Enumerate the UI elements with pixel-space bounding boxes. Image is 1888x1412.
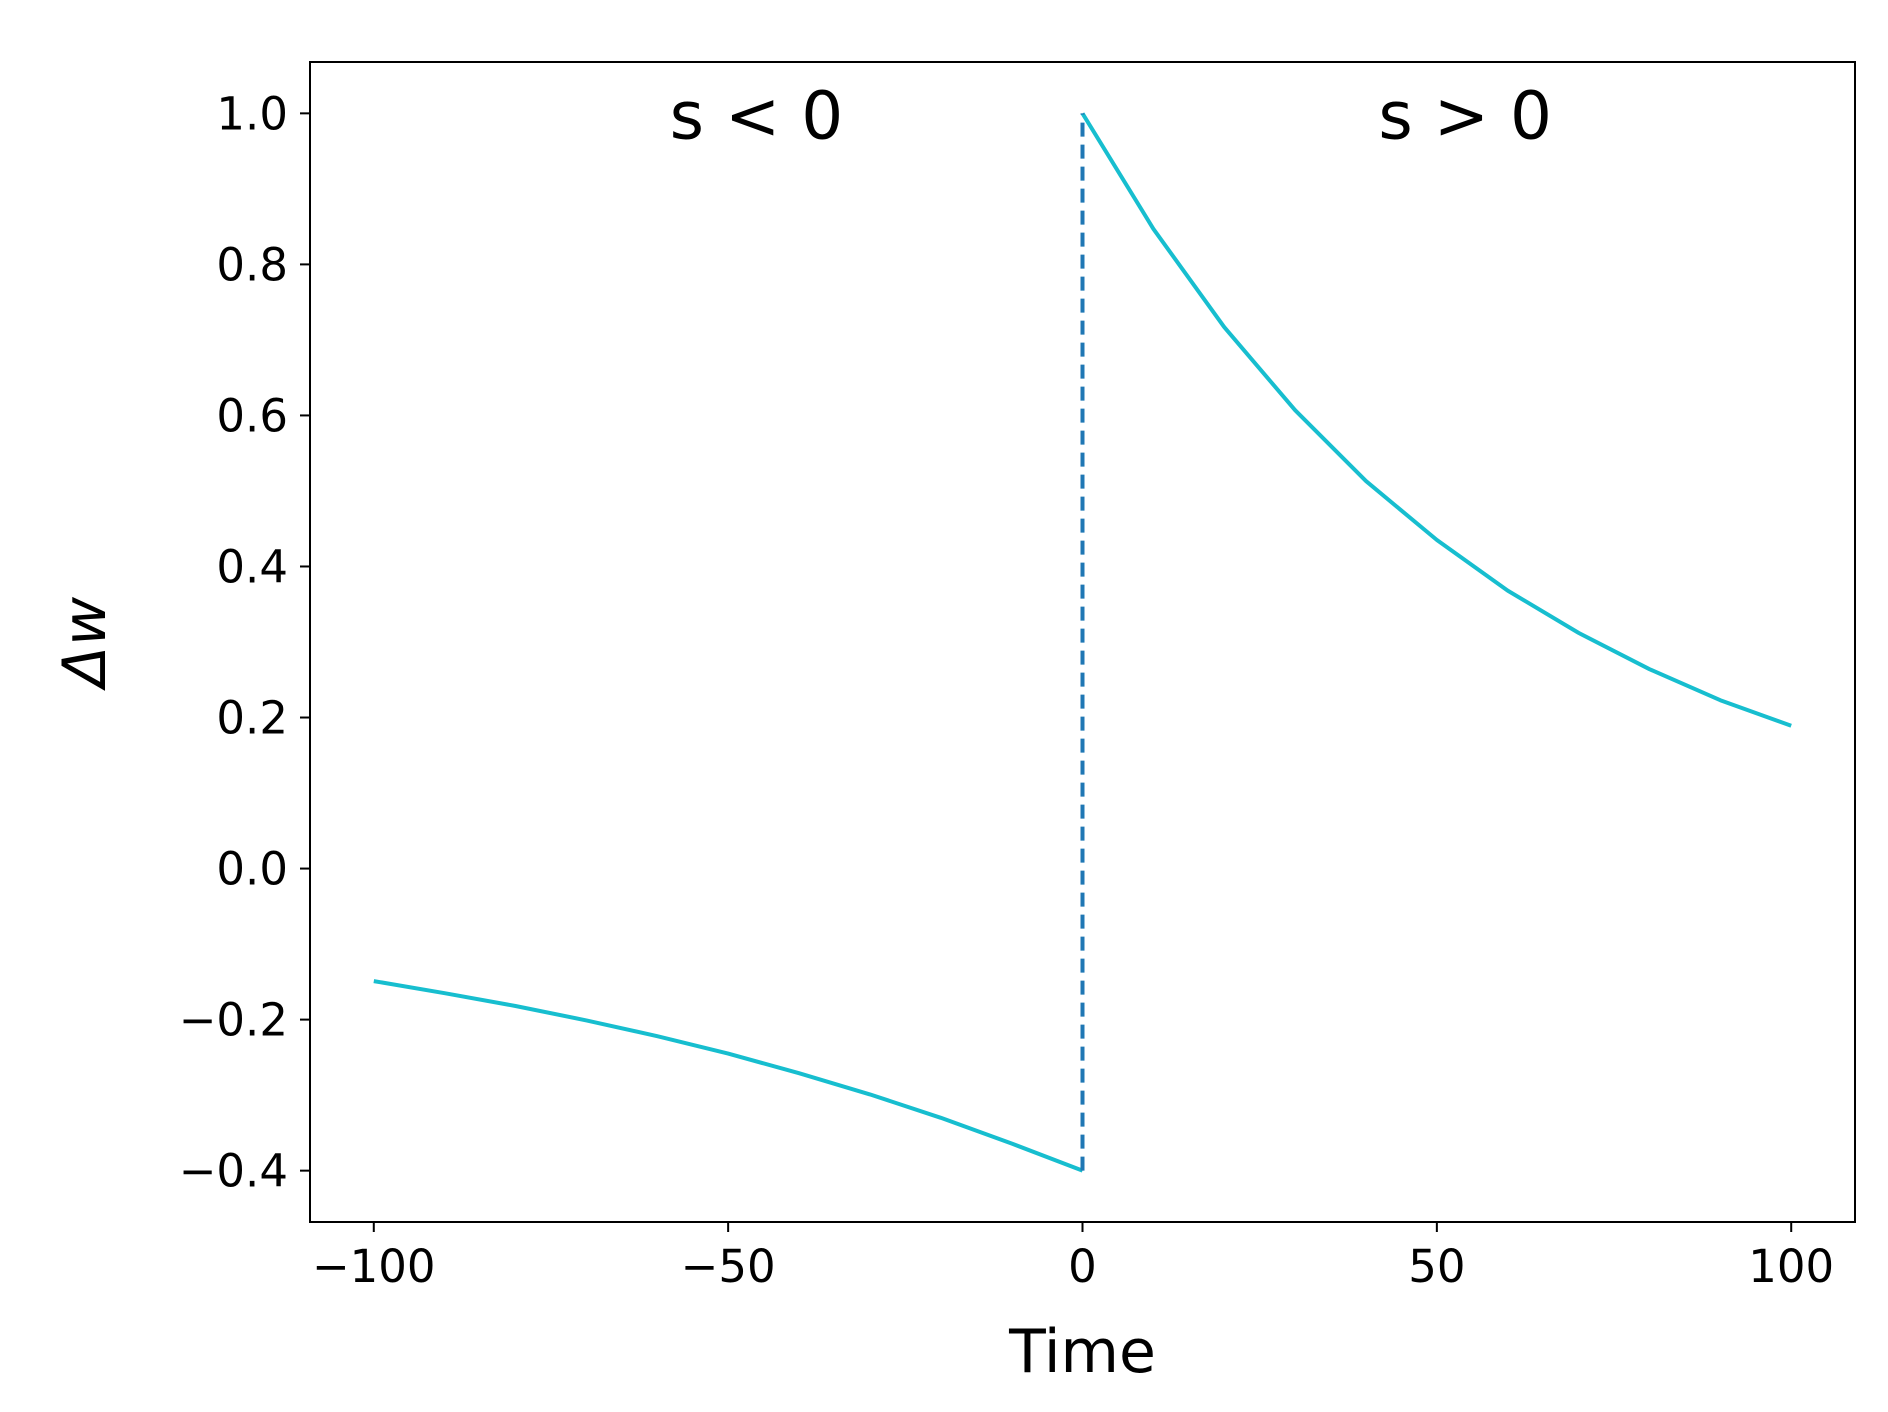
y-tick-label: 0.6: [216, 389, 288, 442]
y-tick-label: −0.2: [179, 994, 288, 1047]
annotation-label: s < 0: [670, 77, 844, 154]
y-tick-label: −0.4: [179, 1145, 288, 1198]
x-tick-label: 100: [1748, 1240, 1834, 1293]
y-axis: −0.4 −0.2 0.0 0.2 0.4 0.6 0.8 1.0: [179, 87, 310, 1198]
y-tick-label: 1.0: [216, 87, 288, 140]
x-tick-label: 0: [1068, 1240, 1097, 1293]
x-tick-label: 50: [1408, 1240, 1465, 1293]
y-tick-label: 0.0: [216, 843, 288, 896]
x-axis-label: Time: [1008, 1317, 1156, 1387]
plot-content: [373, 112, 1792, 1173]
y-tick-label: 0.4: [216, 540, 288, 593]
y-axis-label: Δw: [50, 596, 120, 691]
annotations: s < 0 s > 0: [670, 77, 1552, 154]
x-axis: −100 −50 0 50 100: [312, 1222, 1834, 1293]
y-tick-label: 0.2: [216, 692, 288, 745]
annotation-label: s > 0: [1378, 77, 1552, 154]
y-tick-label: 0.8: [216, 238, 288, 291]
series-line-1: [1080, 112, 1792, 728]
x-tick-label: −100: [312, 1240, 436, 1293]
x-tick-label: −50: [681, 1240, 776, 1293]
series-line-0: [373, 979, 1084, 1173]
